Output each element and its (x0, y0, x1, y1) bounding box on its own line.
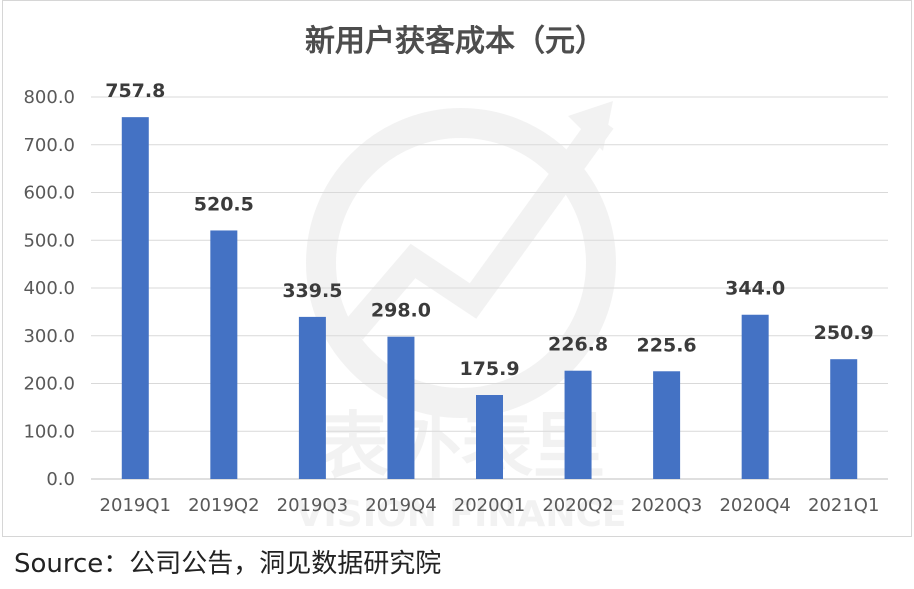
x-tick-label: 2019Q4 (365, 495, 436, 516)
y-tick-label: 700.0 (23, 135, 75, 156)
chart-title: 新用户获客成本（元） (305, 24, 605, 59)
y-tick-label: 400.0 (23, 278, 75, 299)
bar-2019Q1 (121, 117, 149, 479)
bar-2019Q2 (210, 230, 238, 479)
watermark-arrow (343, 113, 614, 340)
watermark: 表外表里 VISION FINANCE (296, 101, 627, 535)
bar-2020Q2 (564, 370, 592, 479)
y-tick-label: 200.0 (23, 374, 75, 395)
bar-chart: 表外表里 VISION FINANCE 新用户获客成本（元） 0.0 100.0 2… (23, 24, 888, 535)
data-label: 339.5 (282, 280, 342, 302)
bars (121, 117, 858, 479)
data-label: 344.0 (725, 278, 785, 300)
x-tick-label: 2021Q1 (808, 495, 879, 516)
bar-2020Q3 (653, 371, 681, 479)
y-tick-label: 800.0 (23, 87, 75, 108)
data-label: 757.8 (105, 80, 165, 102)
source-note: Source：公司公告，洞见数据研究院 (14, 549, 442, 579)
x-axis: 2019Q1 2019Q2 2019Q3 2019Q4 2020Q1 2020Q2 2020… (100, 495, 880, 516)
y-tick-label: 500.0 (23, 230, 75, 251)
x-tick-label: 2020Q3 (631, 495, 702, 516)
watermark-arrowhead (568, 101, 613, 151)
data-label: 298.0 (371, 300, 431, 322)
x-tick-label: 2020Q2 (542, 495, 613, 516)
y-tick-label: 100.0 (23, 421, 75, 442)
data-label: 250.9 (814, 322, 874, 344)
bar-2020Q1 (476, 395, 503, 479)
y-axis: 0.0 100.0 200.0 300.0 400.0 500.0 600.0 700.0 80… (23, 87, 75, 490)
watermark-ring (306, 108, 616, 418)
data-labels: 757.8 520.5 339.5 298.0 175.9 226.8 225.6 344.0… (105, 80, 874, 380)
x-tick-label: 2019Q1 (100, 495, 171, 516)
bar-2020Q4 (741, 314, 769, 479)
data-label: 175.9 (459, 358, 519, 380)
chart-frame: 表外表里 VISION FINANCE 新用户获客成本（元） 0.0 100.0 2… (2, 0, 912, 537)
data-label: 225.6 (637, 334, 697, 356)
x-tick-label: 2020Q1 (454, 495, 525, 516)
x-tick-label: 2020Q4 (719, 495, 790, 516)
data-label: 520.5 (194, 193, 254, 215)
bar-2021Q1 (830, 359, 858, 479)
x-tick-label: 2019Q3 (277, 495, 348, 516)
bar-2019Q3 (298, 316, 326, 479)
bar-2019Q4 (387, 336, 415, 479)
x-tick-label: 2019Q2 (188, 495, 259, 516)
watermark-text-en: VISION FINANCE (296, 494, 627, 535)
y-tick-label: 600.0 (23, 183, 75, 204)
data-label: 226.8 (548, 334, 608, 356)
y-tick-label: 300.0 (23, 326, 75, 347)
watermark-text-cn: 表外表里 (317, 404, 605, 488)
y-tick-label: 0.0 (46, 469, 75, 490)
